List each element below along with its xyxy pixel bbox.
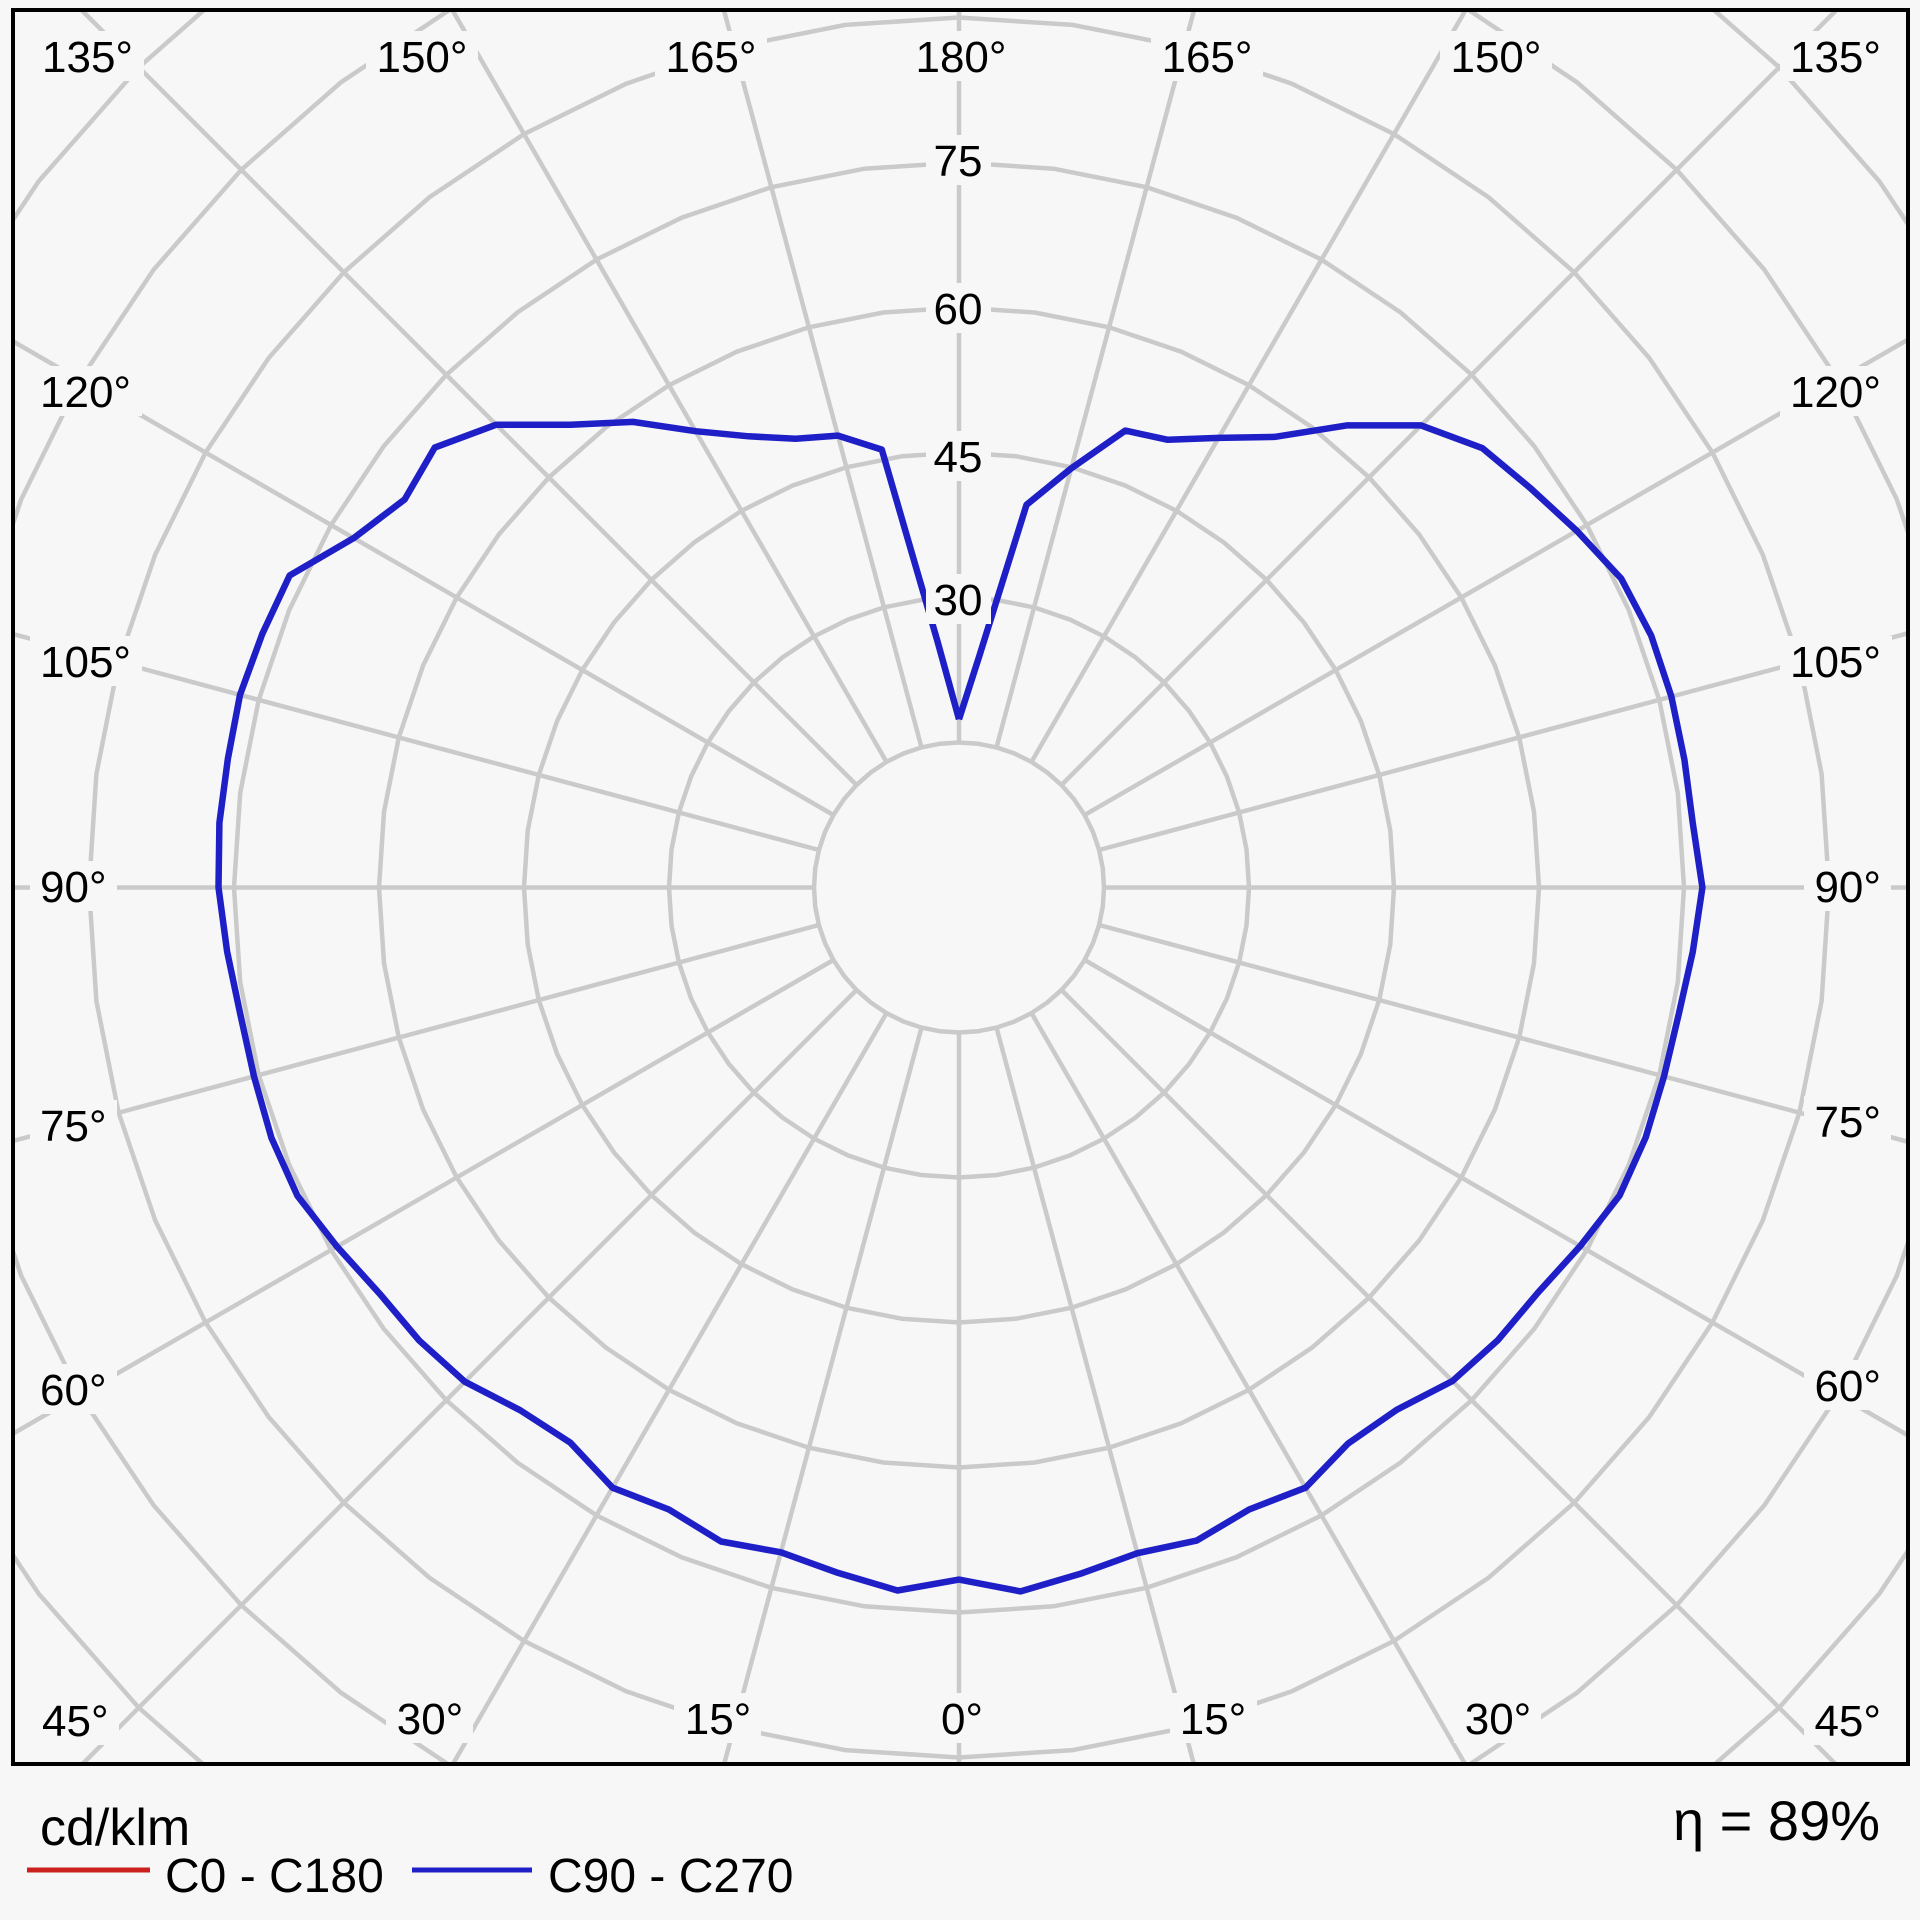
svg-text:C0 - C180: C0 - C180	[165, 1850, 384, 1903]
svg-text:30°: 30°	[1465, 1695, 1532, 1744]
svg-text:45°: 45°	[1814, 1697, 1881, 1746]
svg-text:180°: 180°	[915, 33, 1006, 82]
svg-text:165°: 165°	[1161, 33, 1252, 82]
svg-text:30°: 30°	[397, 1695, 464, 1744]
svg-text:η = 89%: η = 89%	[1673, 1789, 1880, 1852]
svg-text:150°: 150°	[376, 33, 467, 82]
svg-text:75°: 75°	[40, 1102, 107, 1151]
svg-text:cd/klm: cd/klm	[40, 1799, 190, 1857]
svg-text:60°: 60°	[40, 1366, 107, 1415]
svg-text:60°: 60°	[1814, 1362, 1881, 1411]
svg-text:45: 45	[934, 433, 983, 482]
svg-text:135°: 135°	[1790, 33, 1881, 82]
svg-text:90°: 90°	[1814, 863, 1881, 912]
svg-text:120°: 120°	[1790, 368, 1881, 417]
svg-text:105°: 105°	[1790, 638, 1881, 687]
svg-text:75: 75	[934, 137, 983, 186]
svg-text:75°: 75°	[1814, 1098, 1881, 1147]
svg-text:60: 60	[934, 285, 983, 334]
svg-text:15°: 15°	[685, 1695, 752, 1744]
svg-text:150°: 150°	[1450, 33, 1541, 82]
svg-text:15°: 15°	[1180, 1695, 1247, 1744]
svg-text:30: 30	[934, 576, 983, 625]
svg-text:45°: 45°	[42, 1697, 109, 1746]
svg-text:165°: 165°	[665, 33, 756, 82]
svg-text:120°: 120°	[40, 368, 131, 417]
svg-text:90°: 90°	[40, 863, 107, 912]
svg-text:105°: 105°	[40, 638, 131, 687]
svg-text:135°: 135°	[42, 33, 133, 82]
svg-text:0°: 0°	[941, 1695, 983, 1744]
svg-text:C90 - C270: C90 - C270	[548, 1850, 793, 1903]
